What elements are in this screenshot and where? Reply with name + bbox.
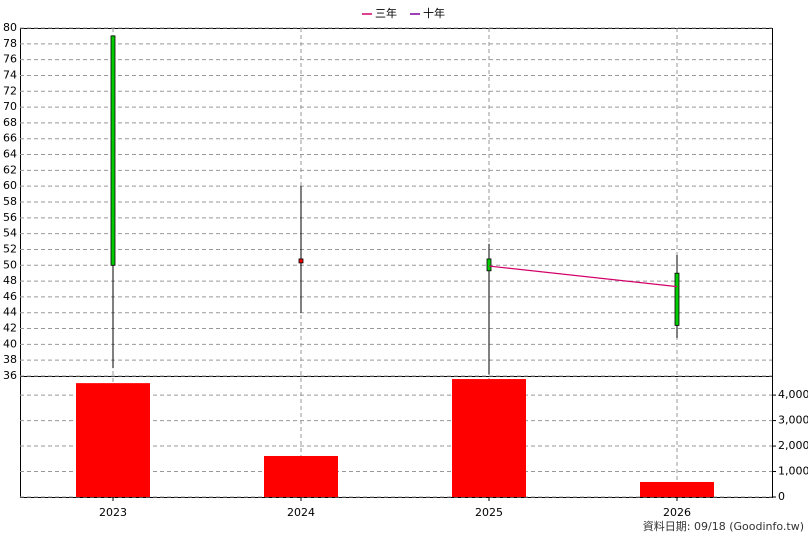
volume-bar — [76, 383, 150, 497]
line-series — [488, 265, 678, 288]
y-tick-label: 60 — [3, 179, 17, 192]
volume-bar — [264, 455, 338, 497]
y-tick-label: 78 — [3, 37, 17, 50]
y-tick-label: 38 — [3, 353, 17, 366]
y-tick-label: 44 — [3, 306, 17, 319]
candle-body — [298, 258, 304, 264]
x-tick-label: 2023 — [99, 506, 127, 519]
y2-tick-label: 0 — [778, 490, 785, 503]
footer: 資料日期: 09/18 (Goodinfo.tw) — [643, 519, 804, 533]
y-tick-label: 80 — [3, 21, 17, 34]
y-tick-label: 52 — [3, 242, 17, 255]
y-tick-label: 66 — [3, 132, 17, 145]
y-tick-label: 64 — [3, 148, 17, 161]
x-tick-label: 2024 — [287, 506, 315, 519]
y-tick-label: 54 — [3, 227, 17, 240]
y-tick-label: 70 — [3, 100, 17, 113]
x-tick-label: 2026 — [663, 506, 691, 519]
y-tick-label: 46 — [3, 290, 17, 303]
volume-bar — [640, 481, 714, 497]
y-tick-label: 40 — [3, 337, 17, 350]
volume-bar — [452, 379, 526, 497]
legend-label: 十年 — [423, 6, 445, 20]
y-tick-label: 42 — [3, 322, 17, 335]
candle-body — [486, 258, 492, 272]
y-tick-label: 74 — [3, 68, 17, 81]
y2-tick-label: 2,000 — [778, 439, 808, 452]
legend-label: 三年 — [375, 6, 397, 20]
y-tick-label: 68 — [3, 116, 17, 129]
candle-body — [110, 35, 116, 266]
y-tick-label: 48 — [3, 274, 17, 287]
y2-tick-label: 3,000 — [778, 414, 808, 427]
y-tick-label: 36 — [3, 369, 17, 382]
y-tick-label: 62 — [3, 163, 17, 176]
candle-body — [674, 272, 680, 326]
plot-frame — [20, 28, 773, 498]
y-tick-label: 56 — [3, 211, 17, 224]
y2-tick-label: 1,000 — [778, 465, 808, 478]
y-tick-label: 76 — [3, 53, 17, 66]
y-tick-label: 72 — [3, 84, 17, 97]
y2-tick-label: 4,000 — [778, 388, 808, 401]
x-tick-label: 2025 — [475, 506, 503, 519]
y-tick-label: 50 — [3, 258, 17, 271]
y-tick-label: 58 — [3, 195, 17, 208]
